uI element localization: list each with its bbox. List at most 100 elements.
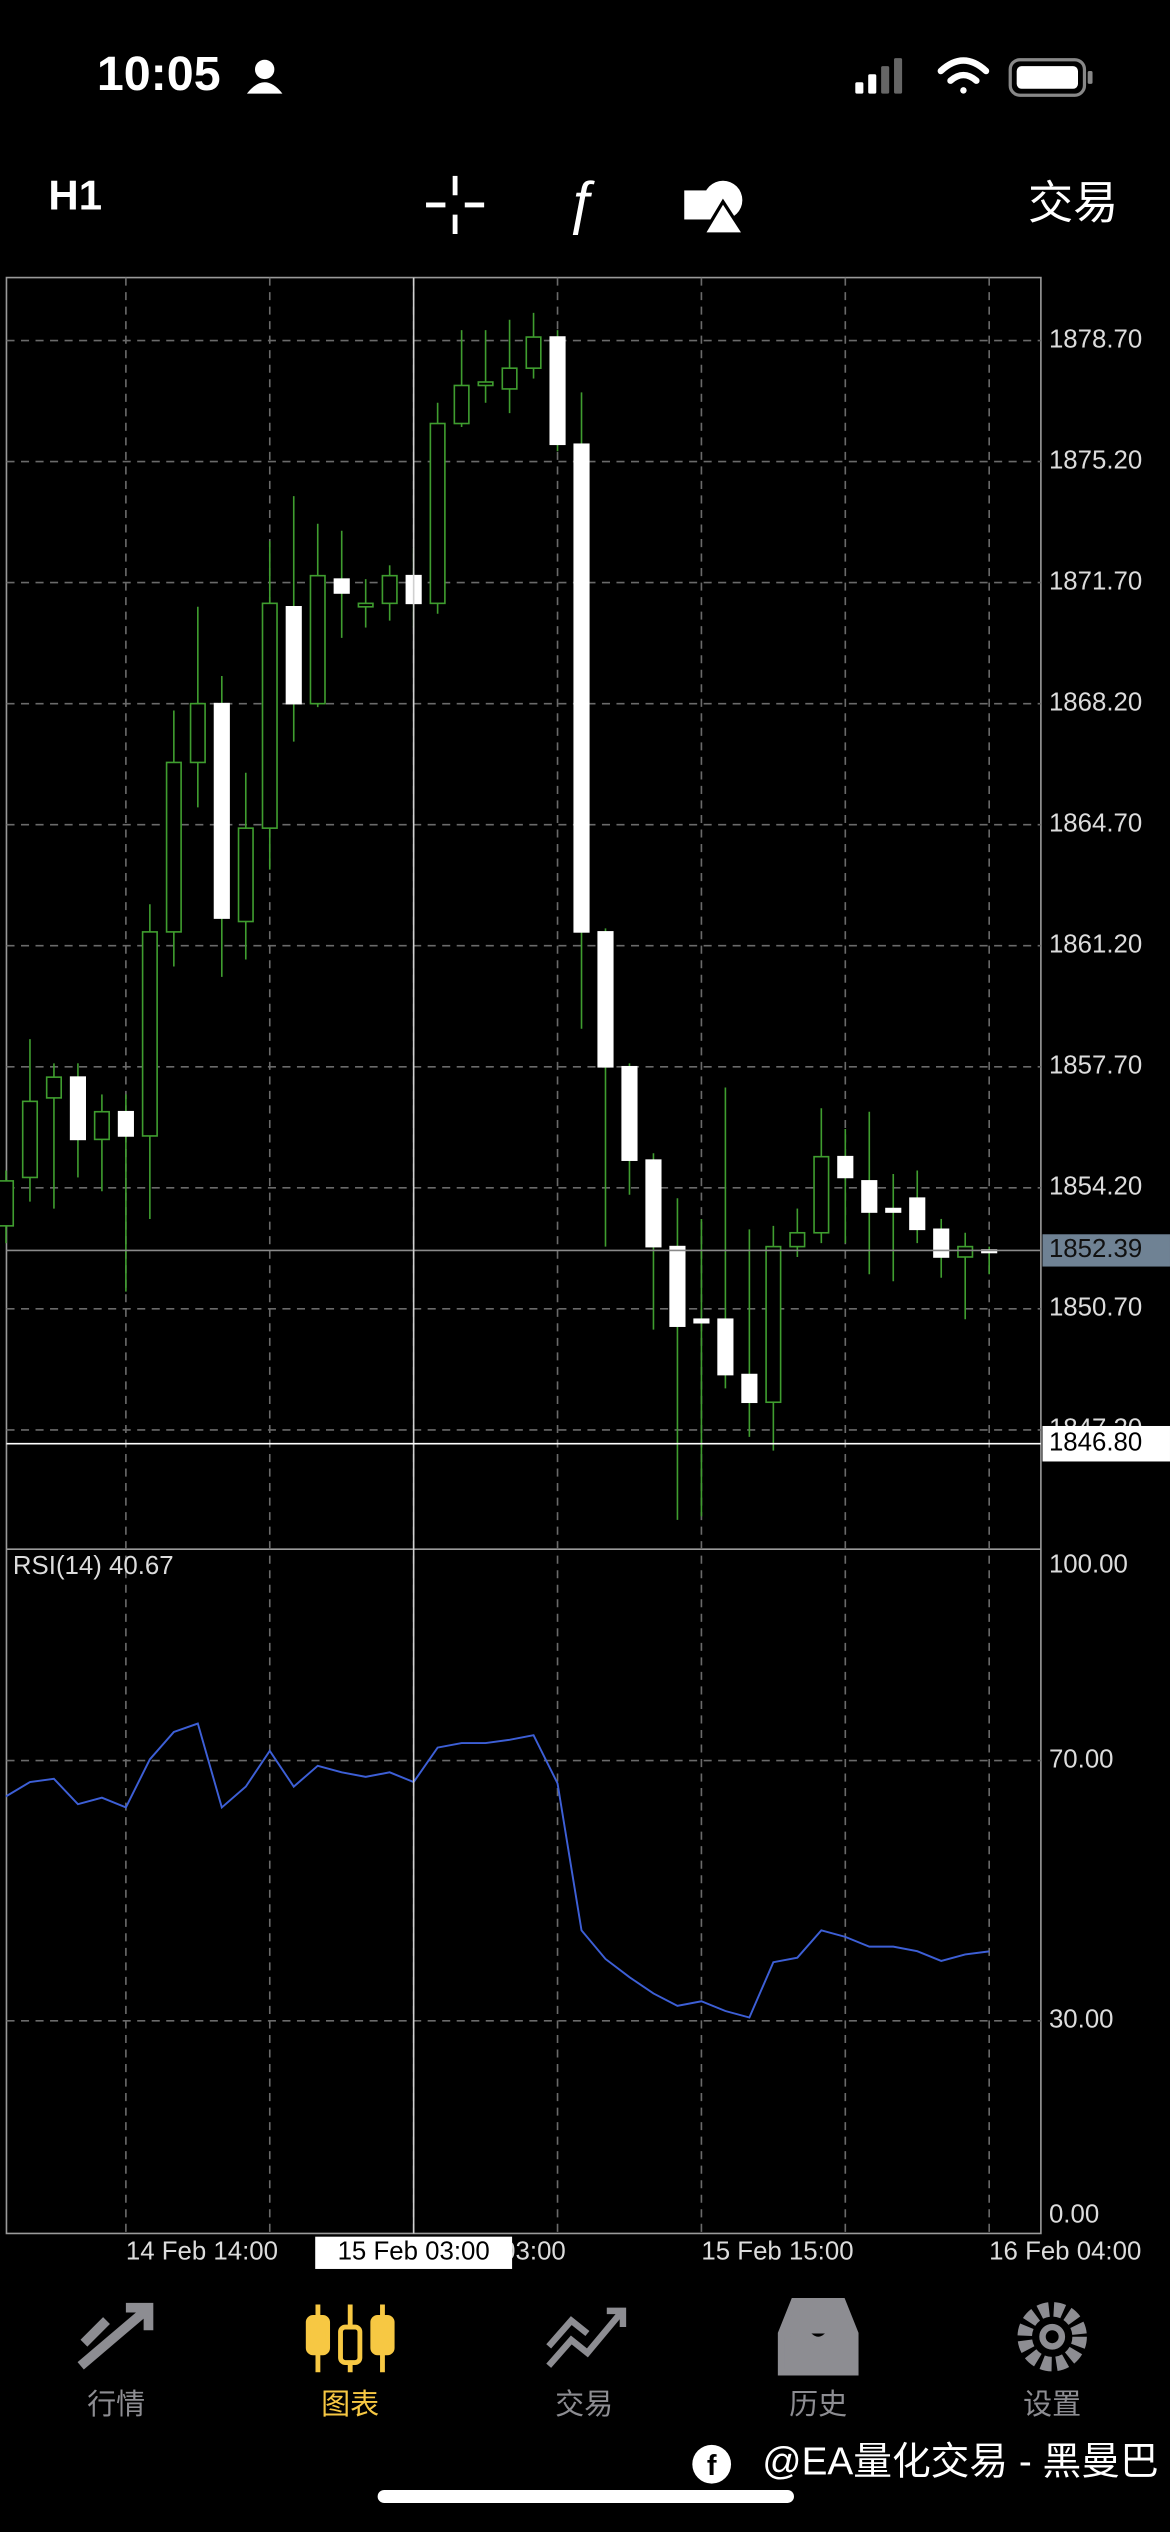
candle-body xyxy=(285,605,302,705)
indicator-tool[interactable]: ƒ xyxy=(565,170,597,235)
candle-body xyxy=(477,381,494,387)
current-price-label: 1852.39 xyxy=(1049,1235,1142,1263)
y-tick-label: 100.00 xyxy=(1049,1550,1128,1578)
candle-body xyxy=(741,1373,758,1404)
nav-label: 行情 xyxy=(87,2388,145,2421)
candle-body xyxy=(357,602,374,608)
rsi-line xyxy=(5,1722,990,2019)
y-tick-label: 1864.70 xyxy=(1049,810,1142,838)
candle-body xyxy=(21,1100,39,1179)
candle-body xyxy=(885,1207,902,1213)
nav-label: 历史 xyxy=(789,2388,847,2421)
crosshair-time-box xyxy=(315,2236,513,2269)
candle-body xyxy=(45,1076,63,1099)
candle-body xyxy=(237,827,254,923)
tab-bar: 行情 图表 交易 历史 设置 xyxy=(77,2298,1087,2421)
candle-body xyxy=(165,761,182,933)
x-tick-label: 14 Feb 14:00 xyxy=(126,2238,278,2266)
candle-body xyxy=(789,1231,806,1248)
objects-tool[interactable] xyxy=(684,180,747,236)
nav-tab[interactable]: 行情 xyxy=(77,2302,154,2421)
candle-body xyxy=(621,1065,638,1161)
y-tick-label: 1868.20 xyxy=(1049,688,1142,716)
y-tick-label: 1875.20 xyxy=(1049,446,1142,474)
watermark-text: @EA量化交易 - 黑曼巴 xyxy=(762,2440,1158,2483)
y-tick-label: 1878.70 xyxy=(1049,325,1142,353)
candle-body xyxy=(717,1318,734,1376)
nav-label: 图表 xyxy=(321,2388,379,2421)
y-tick-label: 70.00 xyxy=(1049,1745,1114,1773)
candle-body xyxy=(813,1155,830,1234)
candle-body xyxy=(309,574,326,705)
x-tick-label: 16 Feb 04:00 xyxy=(989,2238,1141,2266)
nav-tab[interactable]: 历史 xyxy=(777,2298,859,2421)
candle-body xyxy=(957,1245,974,1258)
candle-body xyxy=(933,1228,950,1258)
y-tick-label: 1861.20 xyxy=(1049,931,1142,959)
nav-icon xyxy=(777,2298,859,2376)
candle-body xyxy=(765,1245,782,1404)
candle-body xyxy=(117,1110,134,1137)
watermark: f @EA量化交易 - 黑曼巴 xyxy=(692,2440,1159,2484)
candle-body xyxy=(909,1197,926,1231)
y-tick-label: 0.00 xyxy=(1049,2201,1099,2229)
chart-frame xyxy=(5,276,1042,2235)
current-price-box xyxy=(1042,1234,1170,1267)
y-tick-label: 1854.20 xyxy=(1049,1173,1142,1201)
candle-body xyxy=(669,1245,686,1327)
candle-body xyxy=(261,602,278,829)
trade-button[interactable]: 交易 xyxy=(1028,177,1118,228)
candle-body xyxy=(837,1155,854,1179)
status-time: 10:05 xyxy=(97,47,221,101)
candle-body xyxy=(597,931,614,1068)
wifi-icon xyxy=(937,57,990,94)
chart-area: 100.00 70.00 30.00 0.00 RSI(14) 40.67 1878.70… xyxy=(0,276,1170,2269)
signal-icon xyxy=(855,58,903,94)
y-tick-label: 1857.70 xyxy=(1049,1052,1142,1080)
y-tick-label: 30.00 xyxy=(1049,2006,1114,2034)
crosshair-price-box xyxy=(1042,1425,1170,1462)
nav-icon xyxy=(305,2314,331,2356)
crosshair-time-label: 15 Feb 03:00 xyxy=(338,2238,490,2266)
x-tick-label: 15 Feb 15:00 xyxy=(701,2238,853,2266)
candle-body xyxy=(501,367,518,390)
nav-icon xyxy=(77,2302,154,2370)
person-icon xyxy=(246,59,283,94)
nav-tab[interactable]: 图表 xyxy=(305,2304,395,2421)
nav-label: 设置 xyxy=(1023,2389,1081,2421)
candle-body xyxy=(93,1110,110,1141)
candle-body xyxy=(429,422,446,605)
nav-icon xyxy=(1039,2323,1066,2350)
candle-body xyxy=(141,931,158,1137)
candle-body xyxy=(333,578,350,594)
candle-body xyxy=(453,384,470,425)
candle-body xyxy=(861,1180,878,1213)
nav-icon xyxy=(370,2314,395,2356)
candle-body xyxy=(645,1159,662,1248)
nav-label: 交易 xyxy=(555,2388,613,2421)
candle-body xyxy=(69,1076,86,1141)
nav-icon xyxy=(338,2324,363,2365)
candle-body xyxy=(189,702,206,764)
indicator-title: RSI(14) 40.67 xyxy=(13,1552,174,1580)
svg-text:f: f xyxy=(707,2450,717,2482)
candle-body xyxy=(381,574,398,605)
crosshair-tool[interactable] xyxy=(426,175,485,234)
candle-body xyxy=(213,702,230,919)
battery-icon xyxy=(1008,58,1093,97)
timeframe-button[interactable]: H1 xyxy=(48,172,102,219)
y-tick-label: 1871.70 xyxy=(1049,567,1142,595)
crosshair-price-label: 1846.80 xyxy=(1049,1429,1142,1457)
candle-body xyxy=(573,443,590,933)
nav-tab[interactable]: 交易 xyxy=(546,2307,627,2421)
candle-body xyxy=(549,336,566,446)
nav-icon xyxy=(546,2307,627,2368)
candle-body xyxy=(693,1318,710,1324)
candle-body xyxy=(0,1180,15,1227)
candle-body xyxy=(525,336,542,369)
nav-tab[interactable]: 设置 xyxy=(1017,2302,1087,2421)
home-indicator xyxy=(377,2490,794,2503)
